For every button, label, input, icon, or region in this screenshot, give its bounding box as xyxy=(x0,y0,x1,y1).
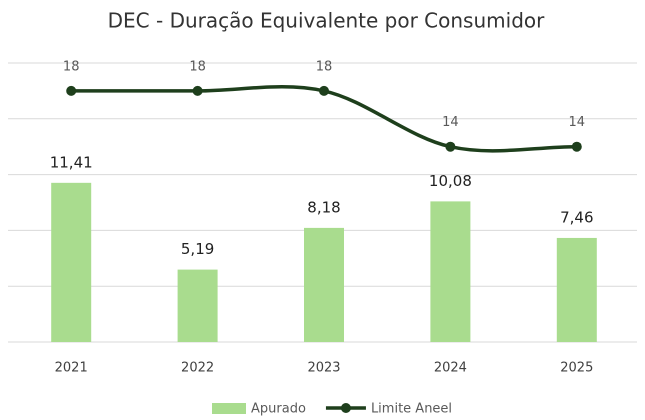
data-label: 11,41 xyxy=(50,153,93,171)
line-marker xyxy=(192,85,203,96)
legend-label: Limite Aneel xyxy=(371,402,452,417)
bar xyxy=(51,182,92,342)
data-label: 14 xyxy=(442,115,459,130)
legend-label: Apurado xyxy=(251,402,306,417)
data-label: 18 xyxy=(316,59,333,74)
data-label: 18 xyxy=(63,59,80,74)
x-tick-label: 2024 xyxy=(434,361,467,376)
data-label: 18 xyxy=(189,59,206,74)
bar xyxy=(304,227,344,342)
data-label: 14 xyxy=(569,115,586,130)
bar xyxy=(556,237,597,342)
legend-swatch xyxy=(340,403,351,413)
x-tick-label: 2021 xyxy=(55,361,88,376)
data-label: 8,18 xyxy=(307,198,340,216)
data-label: 5,19 xyxy=(181,240,214,258)
bar xyxy=(430,201,471,342)
legend-swatch xyxy=(212,403,246,414)
chart-title: DEC - Duração Equivalente por Consumidor xyxy=(108,9,545,33)
bar xyxy=(177,269,218,342)
x-tick-label: 2022 xyxy=(181,361,214,376)
line-marker xyxy=(571,141,582,152)
data-label: 10,08 xyxy=(429,172,472,190)
x-tick-label: 2025 xyxy=(560,361,593,376)
x-tick-label: 2023 xyxy=(307,361,340,376)
line-marker xyxy=(319,85,329,96)
data-label: 7,46 xyxy=(560,208,593,226)
line-marker xyxy=(66,85,77,96)
line-marker xyxy=(445,141,456,152)
